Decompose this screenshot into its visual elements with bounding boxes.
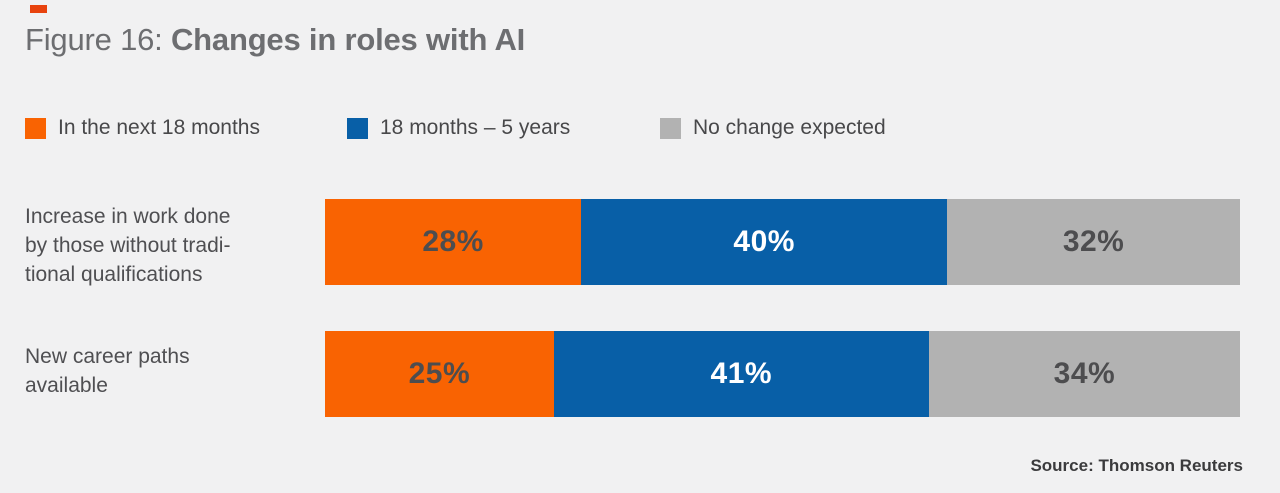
segment-value-label: 40%	[733, 225, 795, 258]
figure-title: Figure 16: Changes in roles with AI	[25, 22, 525, 58]
source-credit: Source: Thomson Reuters	[1030, 456, 1243, 475]
segment-value-label: 34%	[1053, 357, 1116, 390]
legend-swatch-blue-icon	[347, 117, 368, 139]
legend-item-next-18-months: In the next 18 months	[25, 115, 260, 141]
legend-item-18-months-5-years: 18 months – 5 years	[347, 115, 570, 141]
bar-segment: 28%	[325, 199, 582, 285]
bar-segment: 25%	[325, 331, 554, 417]
legend-label-next-18-months: In the next 18 months	[58, 116, 260, 139]
figure-tag-mark	[30, 5, 47, 13]
bar-segment: 41%	[553, 331, 929, 417]
legend-item-no-change: No change expected	[660, 115, 886, 141]
legend-swatch-gray-icon	[660, 117, 681, 139]
stacked-bar: 25% 41% 34%	[325, 331, 1240, 417]
category-label: New career paths available	[25, 345, 190, 397]
legend-label-18-months-5-years: 18 months – 5 years	[380, 116, 571, 139]
segment-value-label: 28%	[422, 225, 484, 258]
bar-segment: 34%	[928, 331, 1240, 417]
segment-value-label: 41%	[710, 357, 773, 390]
figure-number: Figure 16:	[25, 22, 171, 57]
segment-value-label: 25%	[408, 357, 471, 390]
bar-segment: 40%	[581, 199, 948, 285]
chart-row: New career paths available 25% 41% 34%	[0, 331, 1280, 417]
bar-segment: 32%	[947, 199, 1240, 285]
segment-value-label: 32%	[1062, 225, 1125, 258]
stacked-bar: 28% 40% 32%	[325, 199, 1240, 285]
legend-swatch-orange-icon	[25, 117, 46, 139]
category-label: Increase in work done by those without t…	[25, 205, 231, 286]
legend-label-no-change: No change expected	[693, 116, 886, 139]
figure-title-text: Changes in roles with AI	[171, 22, 526, 57]
chart-row: Increase in work done by those without t…	[0, 199, 1280, 286]
